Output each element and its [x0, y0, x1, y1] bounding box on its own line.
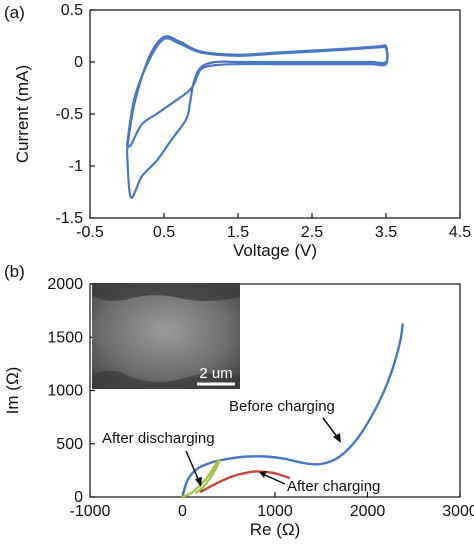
nyquist-curve-2	[181, 458, 221, 499]
cv-cycle-2	[125, 37, 389, 148]
y-axis-title-a: Current (mA)	[13, 65, 32, 163]
y-tick-label: 0.5	[61, 2, 83, 19]
y-tick-label: 2000	[47, 276, 83, 293]
arrowhead-before-charging	[333, 433, 341, 443]
arrowhead-after-discharging	[195, 477, 202, 487]
y-tick-label: 0	[74, 54, 83, 71]
arrow-before-charging	[322, 417, 339, 439]
x-tick-label: 1.5	[227, 224, 249, 241]
y-tick-label: 1500	[47, 329, 83, 346]
sem-inset-image: 2 um	[92, 283, 240, 389]
x-tick-label: 1000	[257, 503, 293, 520]
x-tick-label: 0	[178, 503, 187, 520]
x-tick-label: 2.5	[301, 224, 323, 241]
arrow-after-discharging	[185, 450, 200, 482]
scale-bar-label: 2 um	[199, 365, 232, 382]
y-axis-title-b: Im (Ω)	[3, 367, 22, 415]
x-tick-label: -1000	[70, 503, 111, 520]
y-tick-label: 1000	[47, 383, 83, 400]
x-axis-title-a: Voltage (V)	[233, 241, 317, 260]
cv-cycle-1	[125, 35, 389, 199]
plot-frame-a	[89, 9, 461, 219]
arrow-after-charging	[264, 474, 286, 485]
nyquist-curve-3	[199, 470, 291, 493]
panel-a-label: (a)	[4, 3, 25, 22]
y-tick-label: 0	[74, 489, 83, 506]
y-tick-label: -1.5	[55, 210, 83, 227]
panel-b-label: (b)	[4, 262, 25, 281]
x-tick-label: 4.5	[449, 224, 471, 241]
y-tick-label: 500	[56, 436, 83, 453]
x-tick-label: -0.5	[76, 224, 104, 241]
x-tick-label: 3.5	[375, 224, 397, 241]
x-tick-label: 3000	[442, 503, 474, 520]
y-tick-label: -1	[69, 158, 83, 175]
nyquist-curve-1	[181, 323, 404, 499]
eis-curves	[181, 323, 404, 499]
x-axis-title-b: Re (Ω)	[250, 520, 301, 539]
annotation-after-discharging: After discharging	[102, 430, 215, 447]
annotation-after-charging: After charging	[287, 478, 380, 495]
x-tick-label: 0.5	[153, 224, 175, 241]
cv-curves	[125, 35, 389, 199]
arrowhead-after-charging	[259, 471, 267, 478]
annotation-before-charging: Before charging	[229, 398, 335, 415]
ticks-a: -0.5 0.5 1.5 2.5 3.5 4.5 -1.5 -1 -0.5 0 0.5	[55, 2, 471, 241]
x-tick-label: 2000	[350, 503, 386, 520]
panel-a: (a) -0.5 0.5 1.5 2.5 3.5 4.5 -1.5 -1 -0.5 0 0.5 Vo…	[4, 2, 471, 260]
y-tick-label: -0.5	[55, 106, 83, 123]
